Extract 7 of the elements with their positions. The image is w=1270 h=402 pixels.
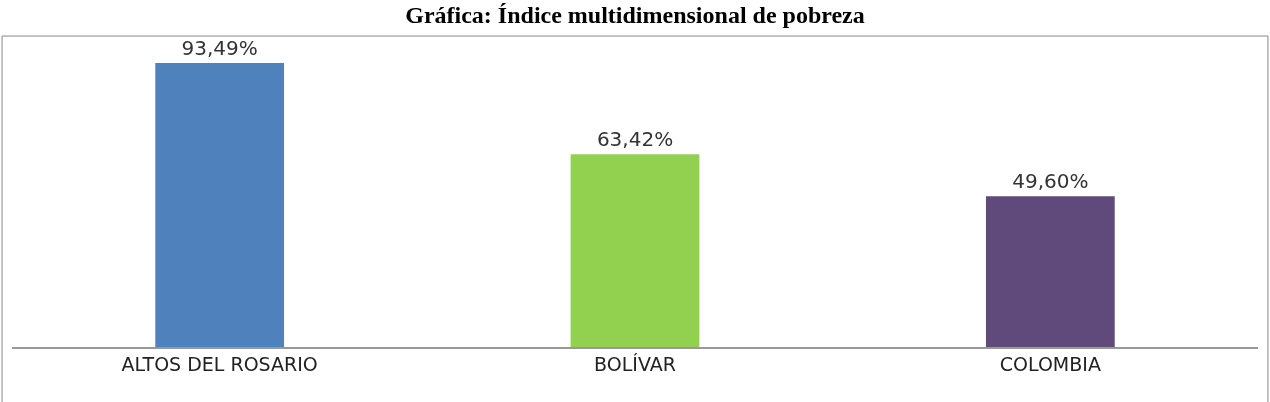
x-tick-label: COLOMBIA: [999, 353, 1101, 376]
data-label: 93,49%: [181, 35, 258, 60]
data-label: 63,42%: [596, 127, 674, 152]
data-label: 49,60%: [1012, 169, 1089, 194]
x-tick-label: BOLÍVAR: [594, 353, 676, 376]
chart-title: Gráfica: Índice multidimensional de pobreza: [405, 1, 865, 28]
x-tick-label: ALTOS DEL ROSARIO: [121, 353, 318, 376]
